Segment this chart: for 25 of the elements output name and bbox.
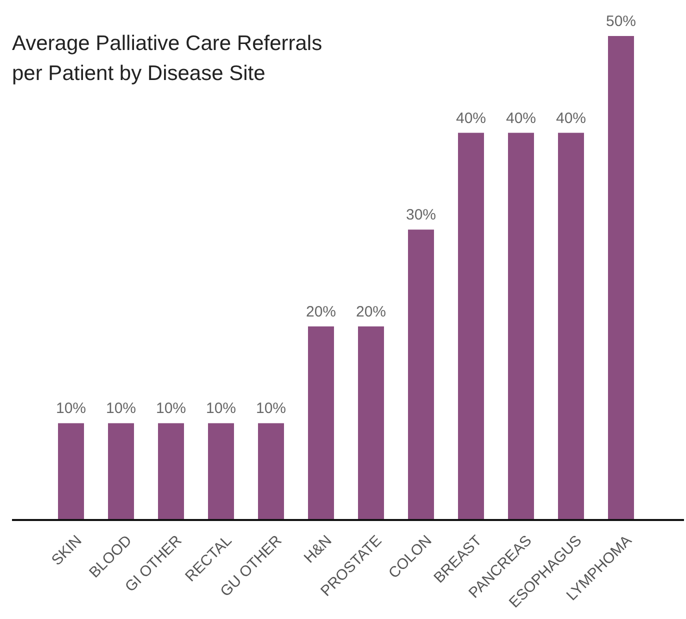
- data-label: 20%: [306, 303, 336, 320]
- data-label: 20%: [356, 303, 386, 320]
- bar: [608, 36, 634, 520]
- data-label: 10%: [106, 400, 136, 418]
- data-label: 40%: [456, 110, 486, 127]
- bar: [158, 423, 184, 520]
- data-label: 10%: [206, 400, 236, 418]
- bar: [408, 230, 434, 520]
- data-label: 10%: [256, 400, 286, 418]
- data-label: 40%: [506, 110, 536, 127]
- bar: [108, 423, 134, 520]
- bar: [358, 326, 384, 520]
- bar: [558, 132, 584, 520]
- data-label: 50%: [606, 13, 636, 30]
- bar: [308, 326, 334, 520]
- bar: [58, 423, 84, 520]
- text: Average Palliative Care Referrals per Patient by Disease Site: [12, 32, 322, 85]
- bar: [208, 423, 234, 520]
- data-label: 30%: [406, 206, 436, 224]
- bar: [458, 132, 484, 520]
- bar: [508, 132, 534, 520]
- data-label: 40%: [556, 110, 586, 127]
- data-label: 10%: [156, 400, 186, 418]
- bar: [258, 423, 284, 520]
- data-label: 10%: [56, 400, 86, 418]
